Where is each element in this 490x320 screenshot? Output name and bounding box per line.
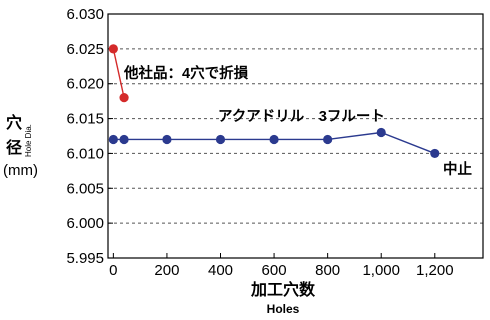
x-tick-label: 600	[262, 262, 287, 279]
y-axis-ticks: 5.995 6.000 6.005 6.010 6.015 6.020 6.025 6.030	[66, 6, 113, 267]
data-point	[377, 128, 386, 137]
data-point	[119, 93, 128, 102]
y-tick-label: 6.030	[66, 6, 104, 23]
series-layer	[109, 44, 440, 158]
y-tick-label: 6.020	[66, 76, 104, 93]
y-tick-label: 6.025	[66, 41, 104, 58]
y-axis-unit: (mm)	[3, 162, 38, 179]
annotation-stop: 中止	[443, 160, 472, 178]
data-point	[162, 135, 171, 144]
x-axis-label-en: Holes	[267, 302, 300, 316]
data-point	[323, 135, 332, 144]
x-tick-label: 200	[154, 262, 179, 279]
data-point	[269, 135, 278, 144]
x-axis-label: 加工穴数	[250, 280, 316, 299]
x-tick-label: 800	[315, 262, 340, 279]
annotation-competitor: 他社品：4穴で折損	[123, 64, 249, 82]
data-point	[119, 135, 128, 144]
y-tick-label: 6.005	[66, 180, 104, 197]
annotation-aqua-drill: アクアドリル 3フルート	[218, 108, 385, 125]
x-tick-label: 1,000	[362, 262, 400, 279]
data-point	[109, 135, 118, 144]
y-tick-label: 5.995	[66, 250, 104, 267]
y-tick-label: 6.000	[66, 215, 104, 232]
data-point	[216, 135, 225, 144]
y-tick-label: 6.015	[66, 111, 104, 128]
x-axis-ticks: 0 200 400 600 800 1,000 1,200	[109, 253, 453, 279]
y-axis-label-line1: 穴	[6, 113, 22, 132]
y-tick-label: 6.010	[66, 145, 104, 162]
series-line	[113, 49, 124, 98]
x-tick-label: 1,200	[416, 262, 454, 279]
x-tick-label: 400	[208, 262, 233, 279]
data-point	[109, 44, 118, 53]
y-axis-label-line2: 径	[6, 138, 22, 157]
x-tick-label: 0	[109, 262, 117, 279]
data-point	[430, 149, 439, 158]
y-axis-label-en: Hole Dia.	[24, 124, 33, 157]
